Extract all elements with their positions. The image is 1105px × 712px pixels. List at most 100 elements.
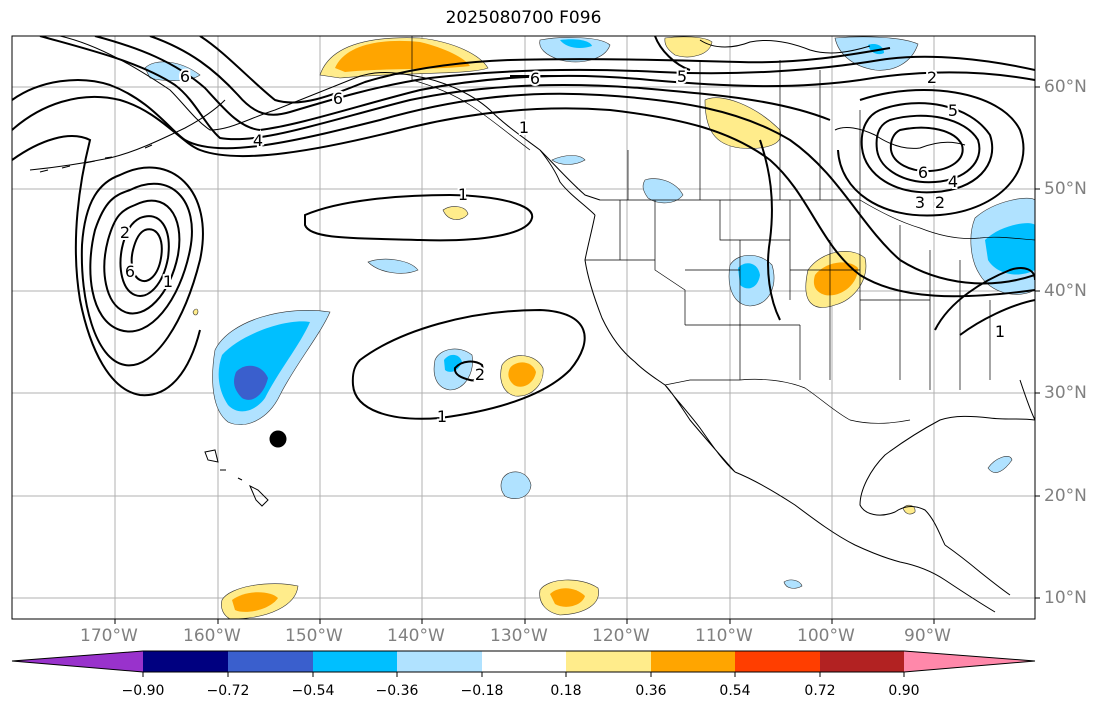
contour-label: 5 — [677, 67, 687, 86]
colorbar-tick-label: −0.54 — [291, 683, 335, 699]
contour-label: 4 — [253, 131, 263, 150]
pos-core-sw-bottom — [232, 592, 278, 612]
lon-label: 140°W — [387, 626, 445, 646]
hawaii-islands — [204, 449, 269, 507]
coastlines — [29, 36, 1035, 613]
contour-label: 3 — [915, 193, 925, 212]
lat-label: 20°N — [1044, 486, 1087, 506]
gridlines — [12, 36, 1035, 619]
colorbar-tick-label: −0.18 — [460, 683, 504, 699]
neg-core-nw-top — [560, 39, 592, 48]
lon-label: 170°W — [80, 626, 138, 646]
pos-dot-hawaii-north — [192, 308, 199, 316]
colorbar-tick-label: −0.72 — [206, 683, 250, 699]
mexico-west-coast — [734, 471, 996, 613]
colorbar-bin — [820, 651, 904, 672]
neg-region-gulf-mexico — [987, 456, 1013, 473]
contour-label-group: 6 6 5 2 5 6 4 3 2 1 6 4 1 1 2 6 2 1 1 — [118, 65, 1007, 428]
contour-label: 1 — [163, 272, 173, 291]
pos-region-mid-pacific — [442, 206, 469, 220]
contour-high-east-outer — [837, 89, 1025, 217]
contour-label: 2 — [475, 365, 485, 384]
contour-label: 6 — [918, 163, 928, 182]
contour-label: 2 — [120, 223, 130, 242]
canada-us-border — [600, 199, 1035, 241]
pos-region-north-top — [664, 36, 713, 58]
map-title: 2025080700 F096 — [445, 8, 602, 28]
colorbar-tick-label: −0.36 — [375, 683, 419, 699]
contour-label: 5 — [948, 101, 958, 120]
colorbar-tick-label: 0.90 — [888, 683, 920, 699]
contour-label: 1 — [995, 322, 1005, 341]
contour-small-2 — [453, 360, 484, 382]
plot-frame — [11, 35, 1036, 620]
contour-pacnw-trough — [759, 139, 781, 321]
contour-label: 1 — [458, 185, 468, 204]
alaska-coast — [59, 36, 601, 201]
pos-core-pacific-center — [508, 362, 536, 387]
us-state-lines — [585, 200, 991, 390]
central-america — [944, 544, 1011, 596]
canada-arctic — [699, 39, 871, 54]
colorbar — [11, 650, 1036, 677]
contour-label: 4 — [948, 172, 958, 191]
colorbar-bin — [143, 651, 228, 672]
pos-core-plains — [813, 262, 858, 296]
contour-outer-west — [12, 135, 201, 397]
contour-label: 2 — [927, 68, 937, 87]
colorbar-tick-label: −0.90 — [121, 683, 165, 699]
plot-background — [12, 36, 1035, 619]
lon-label: 90°W — [904, 626, 951, 646]
colorbar-bin — [735, 651, 820, 672]
hudson-bay-coast — [834, 127, 966, 149]
contour-ridge-5 — [149, 36, 1035, 116]
lat-label: 40°N — [1044, 281, 1087, 301]
contour-ridge-2 — [12, 95, 1035, 298]
contour-1-pacific-south — [351, 308, 586, 420]
contour-label: 1 — [437, 407, 447, 426]
pos-core-gulf-alaska — [335, 40, 470, 72]
neg-region-bc-small — [551, 155, 586, 165]
colorbar-bin — [566, 651, 651, 672]
colorbar-bin — [651, 651, 735, 672]
contour-cutoff-low-west-4 — [130, 228, 163, 282]
contour-high-east-2 — [875, 114, 981, 184]
colorbar-tick-label: 0.72 — [804, 683, 836, 699]
contour-label: 1 — [519, 118, 529, 137]
pos-region-canada — [704, 97, 782, 149]
colorbar-bin — [482, 651, 566, 672]
lon-label: 150°W — [285, 626, 343, 646]
contour-ridge-1 — [12, 79, 1035, 285]
lat-label: 30°N — [1044, 383, 1087, 403]
lon-label: 110°W — [695, 626, 753, 646]
contour-cutoff-low-west-1 — [89, 182, 193, 333]
lon-label: 130°W — [490, 626, 548, 646]
mexico-gulf-coast — [859, 415, 1035, 546]
neg-region-pacific-small — [367, 258, 419, 274]
aleutian-islands — [39, 144, 153, 173]
political-borders — [411, 36, 1035, 424]
colorbar-extend-high — [904, 651, 1035, 672]
alaska-canada-border — [411, 36, 531, 151]
position-marker-dot — [269, 430, 287, 448]
contour-1-pacific-north — [304, 193, 534, 242]
colorbar-bin — [313, 651, 397, 672]
colorbar-tick-label: 0.36 — [635, 683, 667, 699]
contour-high-east-3 — [889, 126, 964, 173]
colorbar-bin — [397, 651, 482, 672]
neg-core-pacific-center — [444, 354, 462, 372]
contour-east-low — [934, 267, 1035, 336]
contour-label: 2 — [935, 193, 945, 212]
baja-coast — [664, 384, 736, 473]
colorbar-bin — [228, 651, 313, 672]
contour-label: 6 — [180, 67, 190, 86]
contour-cutoff-low-west-5 — [80, 166, 204, 367]
colorbar-tick-label: 0.18 — [550, 683, 582, 699]
neg-region-pacific-south — [500, 471, 532, 499]
contour-high-east-1 — [860, 102, 994, 194]
contour-label: 6 — [125, 262, 135, 281]
contour-cutoff-low-west-2 — [103, 199, 181, 315]
contour-label: 6 — [530, 69, 540, 88]
lon-label: 100°W — [797, 626, 855, 646]
colorbar-tick-label: 0.54 — [719, 683, 751, 699]
